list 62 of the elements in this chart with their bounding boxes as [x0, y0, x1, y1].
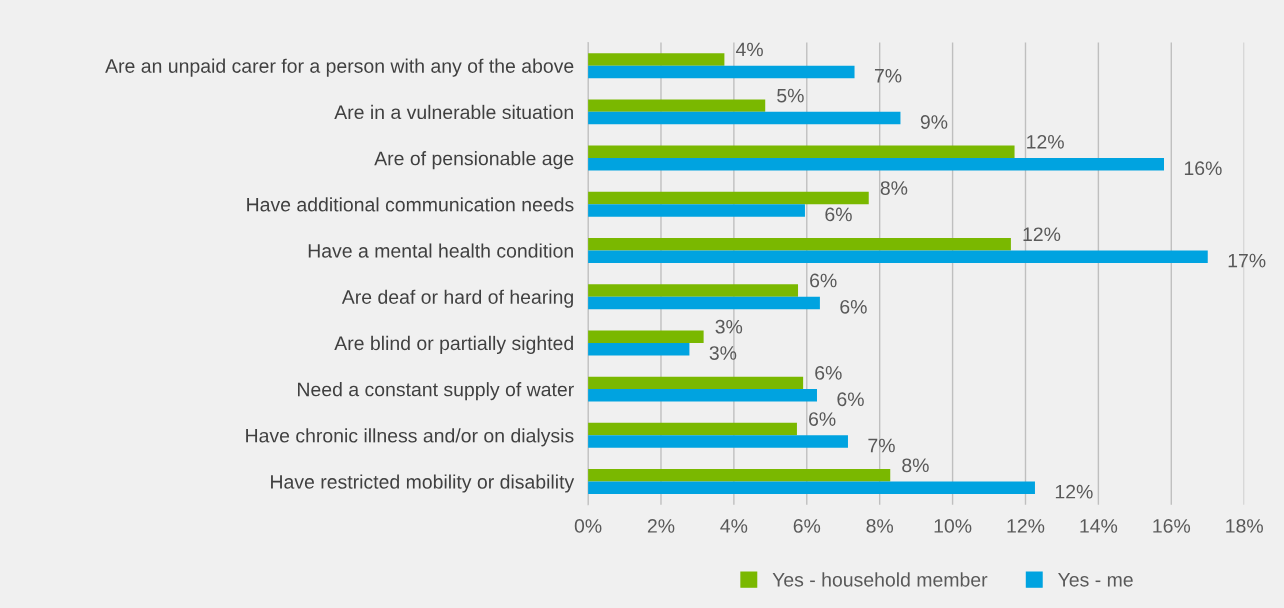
- data-label: 12%: [1055, 484, 1093, 499]
- data-label: 16%: [1184, 161, 1222, 176]
- y-tick-label: Have a mental health condition: [308, 243, 573, 258]
- data-label: 6%: [840, 299, 867, 314]
- x-tick-label: 16%: [1153, 519, 1191, 533]
- bar: [588, 145, 1015, 159]
- x-tick-label: 18%: [1226, 519, 1263, 533]
- bar: [588, 99, 766, 112]
- data-label: 6%: [809, 412, 836, 426]
- bar: [588, 158, 1164, 171]
- y-tick-label: Have additional communication needs: [247, 197, 574, 212]
- x-tick-label: 6%: [793, 519, 821, 533]
- bar: [588, 422, 797, 436]
- x-tick-label: 14%: [1080, 519, 1118, 533]
- bar: [588, 53, 725, 66]
- data-label: 12%: [1027, 134, 1064, 149]
- y-tick-label: Have chronic illness and/or on dialysis: [246, 428, 574, 447]
- data-label: 8%: [902, 458, 929, 473]
- y-tick-label: Need a constant supply of water: [298, 382, 574, 401]
- data-label: 6%: [810, 273, 837, 288]
- y-tick-label: Are blind or partially sighted: [334, 335, 573, 354]
- data-label: 6%: [837, 392, 864, 407]
- y-tick-label: Are deaf or hard of hearing: [341, 289, 573, 308]
- bar: [588, 204, 805, 217]
- bar: [588, 481, 1035, 495]
- x-tick-label: 0%: [574, 519, 602, 533]
- y-tick-label: Are in a vulnerable situation: [334, 104, 573, 120]
- x-tick-label: 8%: [866, 519, 894, 533]
- data-label: 6%: [815, 366, 842, 380]
- data-label: 7%: [868, 438, 895, 453]
- data-label: 7%: [874, 68, 902, 83]
- x-tick-label: 4%: [720, 519, 748, 533]
- bar: [588, 238, 1011, 251]
- bar: [588, 342, 690, 356]
- data-label: 3%: [715, 319, 743, 334]
- bar: [588, 111, 901, 125]
- data-label: 12%: [1023, 227, 1061, 242]
- data-label: 6%: [825, 207, 852, 222]
- legend-label: Yes - household member: [772, 572, 988, 587]
- bar: [588, 376, 804, 390]
- bar: [588, 191, 869, 205]
- data-label: 17%: [1228, 253, 1266, 268]
- bar: [588, 330, 704, 343]
- bar: [588, 469, 891, 482]
- data-label: 4%: [735, 42, 763, 57]
- x-tick-label: 2%: [647, 519, 675, 533]
- x-tick-label: 12%: [1007, 519, 1045, 533]
- data-label: 9%: [920, 115, 948, 129]
- y-tick-label: Are of pensionable age: [374, 151, 574, 170]
- data-label: 8%: [880, 181, 908, 195]
- bar: [588, 435, 848, 448]
- bar: [588, 389, 817, 402]
- x-tick-label: 10%: [934, 519, 972, 533]
- y-tick-label: Have restricted mobility or disability: [271, 474, 575, 493]
- y-tick-label: Are an unpaid carer for a person with any of the above: [105, 58, 574, 77]
- bar: [588, 250, 1208, 263]
- bar: [588, 65, 855, 79]
- data-label: 5%: [777, 88, 804, 103]
- data-label: 3%: [709, 346, 737, 360]
- legend-label: Yes - me: [1058, 573, 1133, 587]
- bar: [588, 296, 820, 310]
- bar: [588, 284, 799, 297]
